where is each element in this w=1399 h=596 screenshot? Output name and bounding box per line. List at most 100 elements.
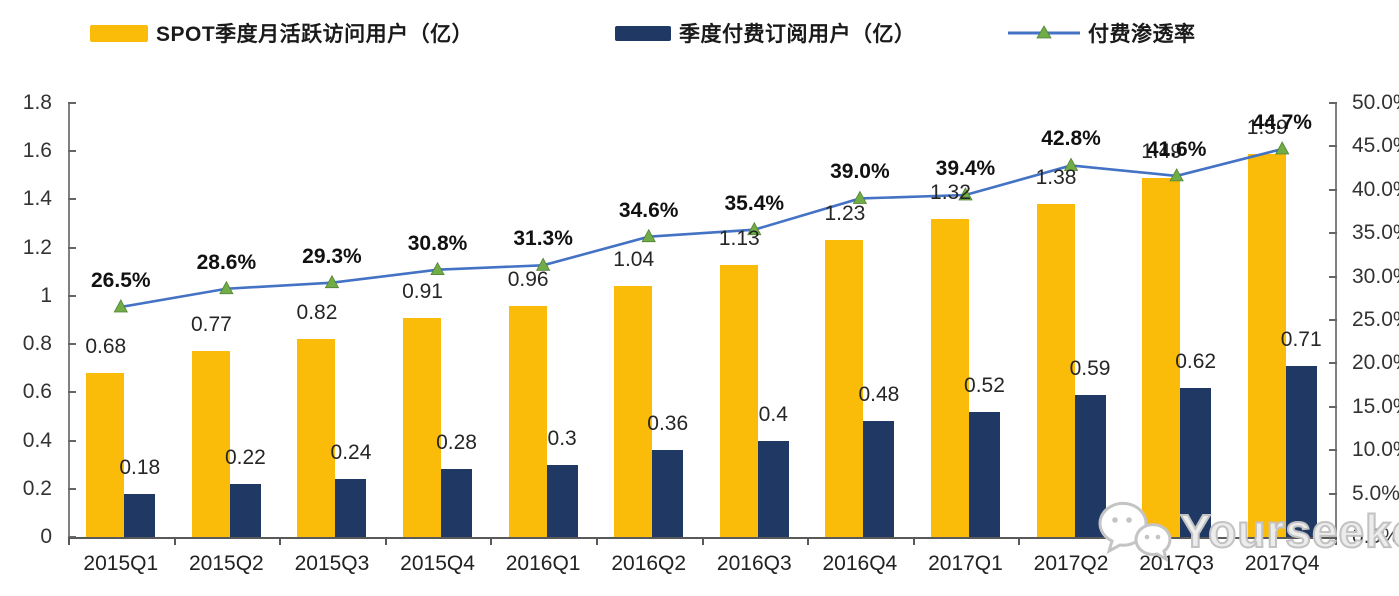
x-axis-tick (1018, 537, 1021, 545)
right-axis-tick-label: 45.0% (1352, 134, 1399, 158)
left-axis-tick (68, 391, 76, 394)
mau-value-label-2015Q3: 0.82 (296, 301, 338, 325)
subscribers-value-label-2016Q2: 0.36 (647, 412, 689, 436)
x-axis-tick (595, 537, 598, 545)
legend-item-penetration: 付费渗透率 (1008, 16, 1196, 50)
penetration-value-label-2016Q1: 31.3% (513, 227, 573, 251)
mau-value-label-2016Q3: 1.13 (718, 226, 760, 250)
penetration-marker-2015Q4 (430, 261, 445, 276)
subscribers-value-label-2015Q3: 0.24 (330, 441, 372, 465)
right-axis-tick (1329, 188, 1337, 191)
mau-value-label-2017Q4: 1.59 (1246, 115, 1288, 139)
subscribers-value-label-2015Q2: 0.22 (224, 445, 266, 469)
penetration-marker-2015Q1 (113, 299, 128, 313)
mau-value-label-2017Q1: 1.32 (930, 180, 971, 204)
right-axis-tick-label: 20.0% (1352, 351, 1399, 375)
mau-value-label-2016Q4: 1.23 (824, 202, 866, 226)
line-marker-legend-swatch (1008, 25, 1080, 41)
bar-mau-2016Q2 (614, 286, 653, 537)
bar-subscribers-2015Q2 (229, 483, 261, 537)
right-axis-tick (1329, 362, 1337, 365)
mau-value-label-2017Q2: 1.38 (1035, 166, 1077, 190)
subscribers-value-label-2016Q3: 0.4 (758, 402, 788, 426)
bar-subscribers-2016Q1 (546, 464, 578, 537)
x-axis-label-2017Q1: 2017Q1 (928, 552, 1003, 575)
subscribers-value-label-2015Q1: 0.18 (119, 455, 161, 479)
left-axis-tick-label: 0.2 (22, 476, 52, 500)
left-axis-tick-label: 0.4 (22, 428, 52, 452)
bar-subscribers-2016Q4 (863, 421, 895, 537)
x-axis-label-2015Q1: 2015Q1 (83, 552, 159, 575)
left-axis-tick (68, 487, 76, 490)
right-axis-tick (1329, 232, 1337, 235)
x-axis-tick (490, 537, 493, 545)
bar-subscribers-2017Q4 (1285, 365, 1317, 537)
right-axis-tick (1329, 275, 1337, 278)
right-axis-tick (1329, 405, 1337, 408)
mau-value-label-2015Q2: 0.77 (190, 313, 232, 337)
penetration-value-label-2016Q2: 34.6% (618, 198, 679, 222)
left-axis-tick (68, 102, 76, 104)
right-axis-tick (1329, 145, 1337, 148)
left-axis-tick (68, 343, 76, 346)
penetration-value-label-2016Q4: 39.0% (830, 160, 890, 184)
x-axis-label-2015Q4: 2015Q4 (400, 552, 475, 575)
left-axis-line (68, 103, 70, 537)
subscribers-value-label-2017Q3: 0.62 (1175, 349, 1217, 373)
right-axis-tick (1329, 449, 1337, 452)
bar-subscribers-2016Q2 (652, 450, 684, 537)
left-axis-tick (68, 439, 76, 442)
bar-mau-2016Q1 (508, 305, 547, 537)
right-axis-tick-label: 10.0% (1352, 438, 1399, 462)
x-axis-tick (1229, 537, 1232, 545)
right-axis-tick-label: 25.0% (1352, 308, 1399, 331)
x-axis-label-2016Q4: 2016Q4 (822, 552, 898, 575)
left-axis-tick-label: 1 (40, 283, 52, 307)
penetration-marker-2015Q3 (324, 274, 340, 289)
x-axis-label-2015Q2: 2015Q2 (189, 552, 264, 575)
right-axis-tick-label: 5.0% (1352, 481, 1399, 505)
x-axis-tick (173, 537, 176, 545)
x-axis-label-2017Q2: 2017Q2 (1033, 552, 1109, 575)
bar-subscribers-2015Q3 (335, 479, 367, 537)
left-axis-tick (68, 294, 76, 297)
x-axis-tick (807, 537, 810, 545)
bar-subscribers-2016Q3 (757, 440, 789, 537)
legend-item-subscribers: 季度付费订阅用户（亿） (615, 16, 916, 50)
bar-mau-2015Q2 (191, 351, 230, 537)
x-axis-label-2016Q3: 2016Q3 (716, 552, 792, 575)
penetration-value-label-2017Q2: 42.8% (1041, 127, 1101, 151)
mau-value-label-2017Q3: 1.49 (1141, 139, 1183, 163)
right-axis-tick (1329, 536, 1337, 538)
subscribers-value-label-2017Q1: 0.52 (964, 373, 1005, 397)
left-axis-tick (68, 198, 76, 201)
right-axis-tick-label: 15.0% (1352, 394, 1399, 418)
left-axis-tick-label: 0 (40, 525, 52, 548)
penetration-value-label-2017Q3: 41.6% (1146, 137, 1207, 161)
subscribers-value-label-2016Q4: 0.48 (858, 383, 900, 407)
penetration-value-label-2015Q4: 30.8% (407, 231, 468, 255)
subscribers-value-label-2017Q4: 0.71 (1280, 327, 1322, 351)
subscribers-value-label-2015Q4: 0.28 (436, 431, 477, 455)
right-axis-tick-label: 50.0% (1352, 91, 1399, 114)
legend-label-penetration: 付费渗透率 (1088, 23, 1196, 46)
mau-value-label-2016Q2: 1.04 (613, 248, 655, 272)
bar-subscribers-2017Q3 (1180, 387, 1212, 537)
right-axis-tick-label: 35.0% (1352, 221, 1399, 245)
right-axis-tick-label: 0.0% (1352, 525, 1399, 548)
x-axis-tick (1335, 537, 1337, 545)
penetration-value-label-2017Q4: 44.7% (1252, 111, 1312, 134)
left-axis-tick-label: 1.4 (22, 187, 52, 211)
x-axis-label-2016Q1: 2016Q1 (505, 552, 581, 575)
subscribers-legend-swatch (615, 25, 671, 41)
x-axis-tick (701, 537, 704, 545)
bar-subscribers-2017Q1 (968, 411, 1000, 537)
left-axis-tick-label: 1.2 (22, 235, 52, 259)
subscribers-value-label-2016Q1: 0.3 (547, 426, 577, 450)
x-axis-tick (68, 537, 70, 545)
mau-value-label-2016Q1: 0.96 (507, 267, 549, 291)
penetration-value-label-2016Q3: 35.4% (724, 191, 785, 215)
bar-subscribers-2015Q4 (441, 469, 473, 537)
legend-label-mau: SPOT季度月活跃访问用户（亿） (156, 23, 474, 46)
